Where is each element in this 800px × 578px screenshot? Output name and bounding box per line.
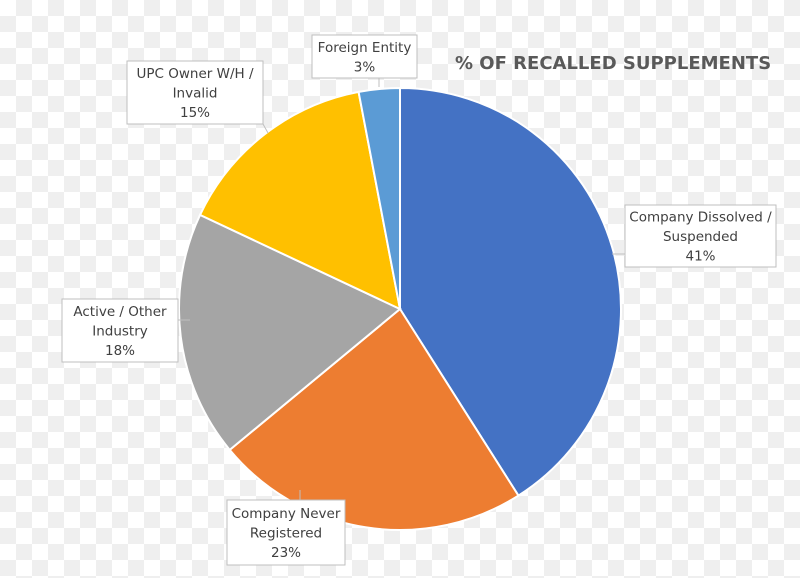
pie-slice [178,213,402,452]
data-label-box [311,34,418,79]
data-label-category: Company Never [232,506,341,522]
data-label-category: Invalid [173,86,218,102]
data-label-category: Active / Other [73,304,167,320]
data-label-box [126,60,264,125]
pie-slice [198,90,402,311]
data-label-box [61,298,179,363]
data-label-value: 15% [180,105,210,121]
data-label-category: Company Dissolved / [629,210,772,226]
data-label-category: Industry [92,324,148,340]
pie-slice [399,86,622,497]
data-label-box [624,204,777,268]
data-label-value: 41% [685,249,715,265]
chart-title: % OF RECALLED SUPPLEMENTS [455,53,771,74]
leader-line [262,123,269,134]
data-label-category: Suspended [663,229,738,245]
pie-slice [228,307,520,531]
data-label-category: Registered [250,526,322,542]
data-label-category: Foreign Entity [318,40,412,56]
data-label-value: 23% [271,545,301,561]
pie-slice [357,86,401,310]
data-label-value: 3% [354,59,376,75]
data-label-category: UPC Owner W/H / [137,66,254,82]
data-label-value: 18% [105,343,135,359]
data-label-box [226,499,346,566]
